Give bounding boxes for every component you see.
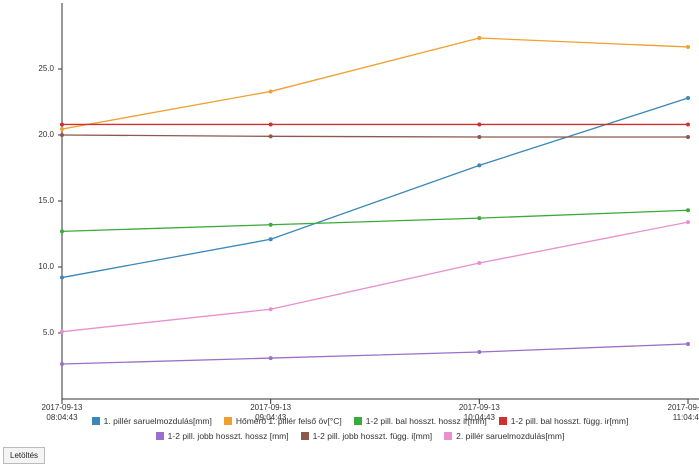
legend-item: 1-2 pill. jobb hosszt. hossz [mm] (155, 431, 289, 441)
x-tick-label: 2017-09-13 08:04:43 (41, 403, 83, 422)
data-point (60, 127, 64, 132)
legend-label: 1-2 pill. jobb hosszt. függ. i[mm] (312, 431, 433, 441)
data-point (477, 350, 482, 355)
data-point (477, 134, 482, 139)
data-point (60, 122, 64, 127)
data-point (686, 96, 690, 101)
data-point (477, 261, 482, 266)
data-point (60, 362, 64, 367)
legend-item: 1. pillér saruelmozdulás[mm] (91, 416, 212, 426)
data-point (60, 229, 64, 234)
data-point (686, 44, 690, 49)
legend-swatch (300, 432, 309, 440)
series-line (61, 343, 689, 365)
legend-label: 1-2 pill. bal hosszt. függ. ir[mm] (510, 416, 629, 426)
data-point (60, 329, 64, 334)
data-point (268, 134, 273, 139)
series-line (61, 209, 689, 233)
legend-label: 1-2 pill. jobb hosszt. hossz [mm] (167, 431, 289, 441)
x-tick-label: 2017-09-13 09:04:43 (250, 403, 292, 422)
y-tick-label: 5.0 (43, 328, 55, 337)
legend-item: 1-2 pill. bal hosszt. hossz ir[mm] (353, 416, 487, 426)
legend-label: 1-2 pill. bal hosszt. hossz ir[mm] (365, 416, 487, 426)
data-point (686, 134, 690, 139)
y-tick-label: 15.0 (38, 196, 54, 205)
legend-swatch (353, 417, 362, 425)
data-point (477, 216, 482, 221)
legend-item: 1-2 pill. bal hosszt. függ. ir[mm] (498, 416, 629, 426)
data-point (268, 89, 273, 94)
data-point (686, 208, 690, 213)
legend-swatch (444, 432, 453, 440)
legend-swatch (498, 417, 507, 425)
data-point (268, 237, 273, 242)
legend-label: 2. pillér saruelmozdulás[mm] (456, 431, 565, 441)
download-button[interactable]: Letöltés (3, 447, 46, 464)
legend-label: Hőmérő 1. pillér felső öv[°C] (235, 416, 342, 426)
data-point (60, 275, 64, 280)
y-tick-label: 20.0 (38, 130, 54, 139)
data-point (477, 163, 482, 168)
data-point (268, 222, 273, 227)
y-tick-label: 25.0 (38, 64, 54, 73)
data-point (268, 356, 273, 361)
series-line (61, 37, 689, 130)
data-point (477, 35, 482, 40)
data-point (268, 307, 273, 312)
legend-swatch (155, 432, 164, 440)
legend: 1. pillér saruelmozdulás[mm] Hőmérő 1. pi… (40, 416, 680, 441)
series-line (61, 221, 689, 333)
y-tick-label: 10.0 (38, 262, 54, 271)
legend-swatch (223, 417, 232, 425)
x-tick-label: 2017-09-13 10:04:43 (458, 403, 500, 422)
x-tick-label: 2017-09-13 11:04:43 (667, 403, 699, 422)
data-point (686, 122, 690, 127)
data-point (60, 133, 64, 137)
data-point (268, 122, 273, 127)
data-point (477, 122, 482, 127)
data-point (686, 220, 690, 225)
data-point (686, 341, 690, 346)
legend-item: 2. pillér saruelmozdulás[mm] (444, 431, 564, 441)
series-line (61, 134, 688, 138)
legend-label: 1. pillér saruelmozdulás[mm] (103, 416, 212, 426)
legend-item: Hőmérő 1. pillér felső öv[°C] (223, 416, 342, 426)
legend-swatch (91, 417, 100, 425)
series-line (61, 97, 689, 279)
legend-item: 1-2 pill. jobb hosszt. függ. i[mm] (300, 431, 433, 441)
